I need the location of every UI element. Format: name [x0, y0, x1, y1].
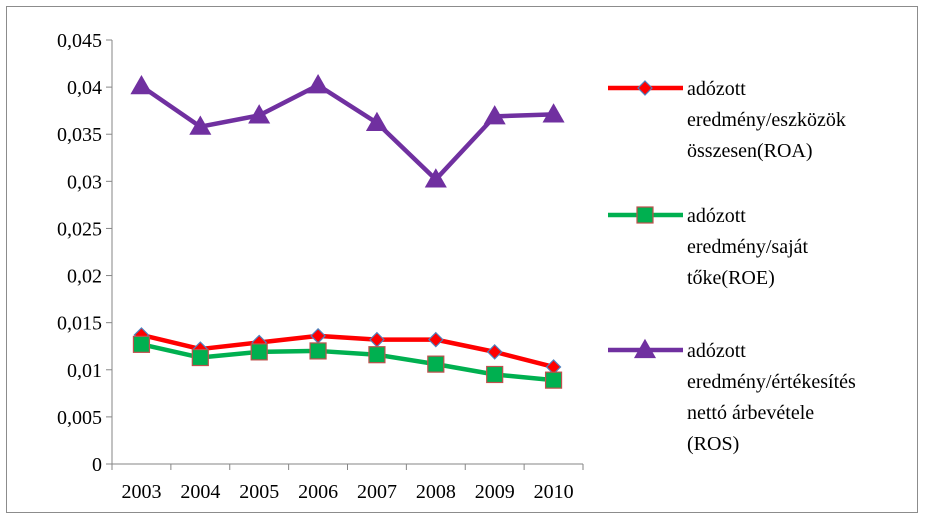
- y-tick-label: 0,035: [57, 124, 102, 146]
- chart-frame: [6, 6, 918, 513]
- series-triangle: [130, 74, 565, 188]
- data-point: [424, 168, 447, 188]
- x-tick-label: 2005: [239, 481, 279, 503]
- legend-label: (ROS): [687, 433, 739, 455]
- legend-swatch-marker: [633, 338, 657, 359]
- data-point: [365, 111, 388, 132]
- data-point: [369, 331, 385, 348]
- y-tick-label: 0: [92, 454, 102, 476]
- legend-label: eredmény/saját: [687, 236, 808, 258]
- data-point: [310, 328, 326, 344]
- legend-label: adózott: [687, 340, 746, 362]
- data-point: [542, 103, 565, 123]
- legend-label: eredmény/értékesítés: [687, 371, 856, 393]
- y-tick-label: 0,015: [57, 313, 102, 335]
- data-point: [250, 343, 268, 361]
- legend-swatch-marker: [636, 206, 654, 224]
- legend-label: tőke(ROE): [687, 267, 775, 289]
- data-point: [130, 74, 153, 95]
- x-tick-label: 2004: [180, 481, 220, 503]
- series-layer: [130, 74, 565, 389]
- x-tick-label: 2006: [298, 481, 338, 503]
- legend: adózotteredmény/eszközökösszesen(ROA)adó…: [608, 78, 856, 455]
- y-tick-label: 0,04: [67, 77, 102, 99]
- legend-label: adózott: [687, 78, 746, 100]
- data-point: [368, 346, 386, 364]
- series-square: [132, 335, 563, 389]
- data-point: [307, 74, 330, 94]
- data-point: [486, 365, 504, 384]
- legend-label: összesen(ROA): [687, 140, 813, 162]
- x-tick-label: 2009: [475, 481, 515, 503]
- series-line: [140, 332, 555, 370]
- data-point: [309, 342, 327, 360]
- data-point: [544, 371, 563, 389]
- data-point: [486, 344, 503, 360]
- data-point: [189, 115, 212, 135]
- axes: 0 0,005 0,01 0,015 0,02 0,025 0,03 0,035 0,04 0,0…: [57, 30, 584, 503]
- legend-label: nettó árbevétele: [687, 402, 814, 424]
- data-point: [427, 355, 445, 373]
- x-tick-label: 2003: [121, 481, 161, 503]
- y-tick-label: 0,025: [57, 218, 102, 240]
- data-point: [248, 104, 271, 124]
- legend-label: eredmény/eszközök: [687, 109, 846, 131]
- series-line: [140, 82, 554, 182]
- legend-entry: adózott eredmény/értékesítés nettó árbevét…: [608, 338, 856, 455]
- y-tick-label: 0,03: [67, 171, 102, 193]
- y-tick-label: 0,005: [57, 407, 102, 429]
- data-point: [132, 335, 151, 353]
- x-tick-label: 2007: [357, 481, 397, 503]
- series-line: [140, 342, 554, 383]
- data-point: [427, 331, 444, 348]
- data-point: [191, 348, 209, 367]
- legend-entry: adózott eredmény/saját tőke(ROE): [608, 205, 808, 289]
- legend-entry: adózott eredmény/eszközök összesen(ROA): [608, 78, 846, 162]
- legend-label: adózott: [687, 205, 746, 227]
- x-tick-label: 2010: [534, 481, 574, 503]
- y-tick-label: 0,01: [67, 360, 102, 382]
- x-tick-label: 2008: [416, 481, 456, 503]
- data-point: [483, 105, 506, 125]
- y-tick-label: 0,045: [57, 30, 102, 52]
- y-tick-label: 0,02: [67, 266, 102, 288]
- legend-swatch-marker: [637, 80, 653, 96]
